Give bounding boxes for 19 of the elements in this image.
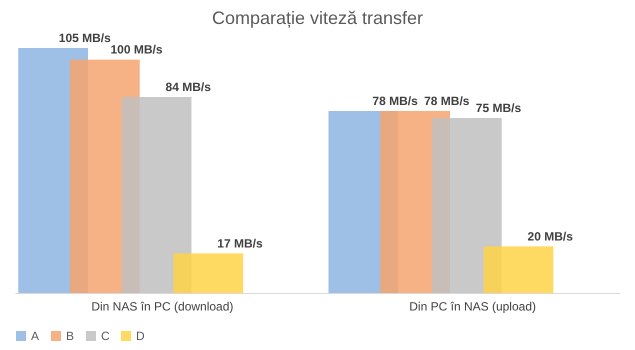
- data-label: 20 MB/s: [528, 229, 574, 244]
- bar: [484, 246, 554, 293]
- data-label: 105 MB/s: [58, 31, 112, 45]
- x-tick-label: Din NAS în PC (download): [91, 300, 234, 314]
- data-label: 78 MB/s: [372, 94, 418, 108]
- legend-label: C: [101, 329, 110, 343]
- bar: [432, 118, 502, 293]
- x-tick-label: Din PC în NAS (upload): [409, 300, 536, 314]
- chart-title: Comparație viteză transfer: [212, 8, 424, 28]
- data-label: 75 MB/s: [476, 101, 522, 115]
- bar: [122, 97, 192, 293]
- data-label: 84 MB/s: [166, 80, 212, 94]
- legend-label: D: [136, 329, 145, 343]
- data-label: 100 MB/s: [110, 42, 163, 57]
- data-label: 17 MB/s: [217, 236, 263, 250]
- data-label: 78 MB/s: [424, 94, 470, 108]
- bar: [173, 253, 244, 293]
- legend-label: B: [66, 329, 74, 343]
- legend-label: A: [31, 329, 40, 343]
